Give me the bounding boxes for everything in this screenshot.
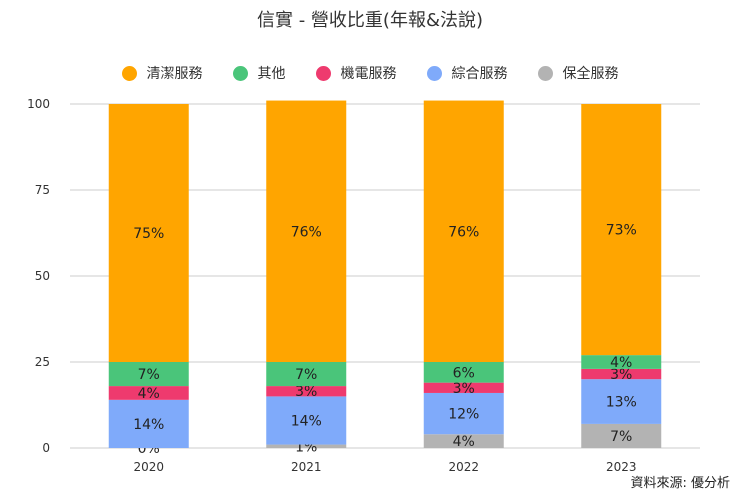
data-label-2022-2: 3% [453, 381, 475, 397]
bar-segment-2022-3 [423, 362, 504, 383]
y-tick-label-25: 25 [35, 355, 50, 369]
bar-segment-2023-1 [581, 379, 662, 424]
data-label-2023-0: 7% [610, 429, 632, 445]
legend-swatch-cleaning [121, 65, 137, 81]
legend-item-integrated[interactable]: 綜合服務 [426, 63, 508, 83]
bar-segment-2022-1 [423, 392, 504, 435]
legend-item-mep[interactable]: 機電服務 [315, 63, 397, 83]
bar-segment-2023-0 [581, 423, 662, 448]
bar-segment-2021-0 [266, 444, 347, 448]
x-tick-label-2023: 2023 [606, 460, 637, 474]
bar-segment-2023-3 [581, 355, 662, 369]
legend-label-integrated: 綜合服務 [451, 66, 508, 82]
data-label-2023-2: 3% [610, 367, 632, 383]
bar-segment-2023-4 [581, 104, 662, 356]
source-note: 資料來源: 優分析 [630, 476, 730, 491]
bar-segment-2020-2 [108, 386, 189, 400]
bar-segment-2021-4 [266, 100, 347, 362]
bar-segment-2020-4 [108, 104, 189, 362]
bar-segment-2021-3 [266, 362, 347, 387]
data-label-2020-4: 75% [133, 226, 164, 242]
legend-item-other[interactable]: 其他 [232, 63, 286, 83]
legend-item-security[interactable]: 保全服務 [537, 63, 619, 83]
legend-item-cleaning[interactable]: 清潔服務 [121, 63, 203, 83]
legend-swatch-mep [315, 65, 331, 81]
legend-label-mep: 機電服務 [340, 66, 397, 82]
x-tick-label-2020: 2020 [133, 460, 164, 474]
x-tick-label-2021: 2021 [291, 460, 322, 474]
data-label-2021-2: 3% [295, 384, 317, 400]
legend-label-other: 其他 [257, 66, 286, 82]
y-tick-label-50: 50 [35, 269, 50, 283]
legend-swatch-security [537, 65, 553, 81]
data-label-2022-0: 4% [453, 434, 475, 450]
data-label-2022-3: 6% [453, 365, 475, 381]
y-tick-label-75: 75 [35, 183, 50, 197]
data-label-2022-4: 76% [448, 224, 479, 240]
data-label-2021-3: 7% [295, 367, 317, 383]
data-label-2021-4: 76% [291, 224, 322, 240]
chart-title: 信實 - 營收比重(年報&法說) [256, 10, 484, 31]
y-tick-label-100: 100 [27, 97, 50, 111]
data-label-2022-1: 12% [448, 407, 479, 423]
data-label-2020-3: 7% [138, 367, 160, 383]
bar-segment-2021-2 [266, 386, 347, 397]
bar-segment-2022-2 [423, 382, 504, 393]
bar-segment-2022-0 [423, 434, 504, 448]
x-tick-label-2022: 2022 [448, 460, 479, 474]
data-label-2023-3: 4% [610, 355, 632, 371]
legend-label-security: 保全服務 [562, 66, 619, 82]
bar-segment-2023-2 [581, 368, 662, 380]
data-label-2020-1: 14% [133, 417, 164, 433]
data-label-2023-1: 13% [606, 395, 637, 411]
legend-swatch-integrated [426, 65, 442, 81]
bar-segment-2022-4 [423, 100, 504, 362]
y-tick-label-0: 0 [42, 441, 50, 455]
bar-segment-2021-1 [266, 396, 347, 445]
data-label-2020-2: 4% [138, 386, 160, 402]
bar-segment-2020-1 [108, 399, 189, 448]
legend-swatch-other [232, 65, 248, 81]
legend-label-cleaning: 清潔服務 [146, 66, 203, 82]
legend: 清潔服務 其他 機電服務 綜合服務 保全服務 [0, 63, 740, 83]
data-label-2023-4: 73% [606, 223, 637, 239]
data-label-2021-1: 14% [291, 413, 322, 429]
bar-segment-2020-3 [108, 362, 189, 387]
